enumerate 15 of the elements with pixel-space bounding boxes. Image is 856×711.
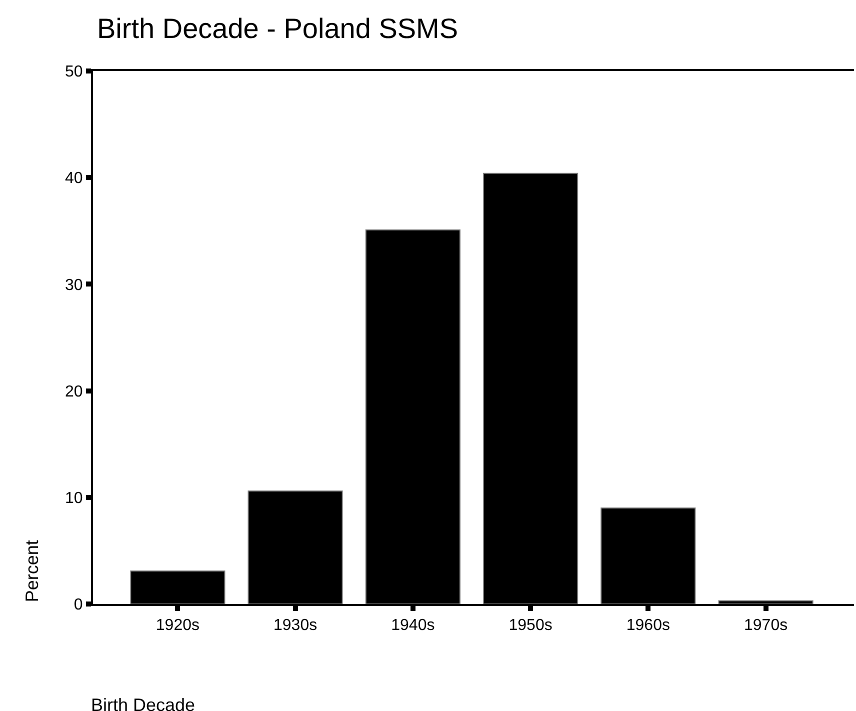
x-tick-label: 1930s <box>274 617 318 634</box>
chart-title: Birth Decade - Poland SSMS <box>97 12 458 44</box>
x-tick-label: 1950s <box>508 617 552 634</box>
y-axis-title: Percent <box>22 540 42 602</box>
y-tick-label: 40 <box>65 170 83 188</box>
x-axis-title: Birth Decade <box>91 695 196 711</box>
y-tick-label: 20 <box>65 383 83 400</box>
y-tick-label: 50 <box>65 64 83 81</box>
y-tick-label: 10 <box>65 490 83 507</box>
x-tick-label: 1940s <box>391 617 435 634</box>
y-tick-label: 30 <box>65 276 83 294</box>
x-tick-label: 1970s <box>744 617 788 634</box>
y-tick-label: 0 <box>74 596 83 614</box>
x-tick-label: 1960s <box>626 617 670 634</box>
x-tick-label: 1920s <box>156 617 200 634</box>
